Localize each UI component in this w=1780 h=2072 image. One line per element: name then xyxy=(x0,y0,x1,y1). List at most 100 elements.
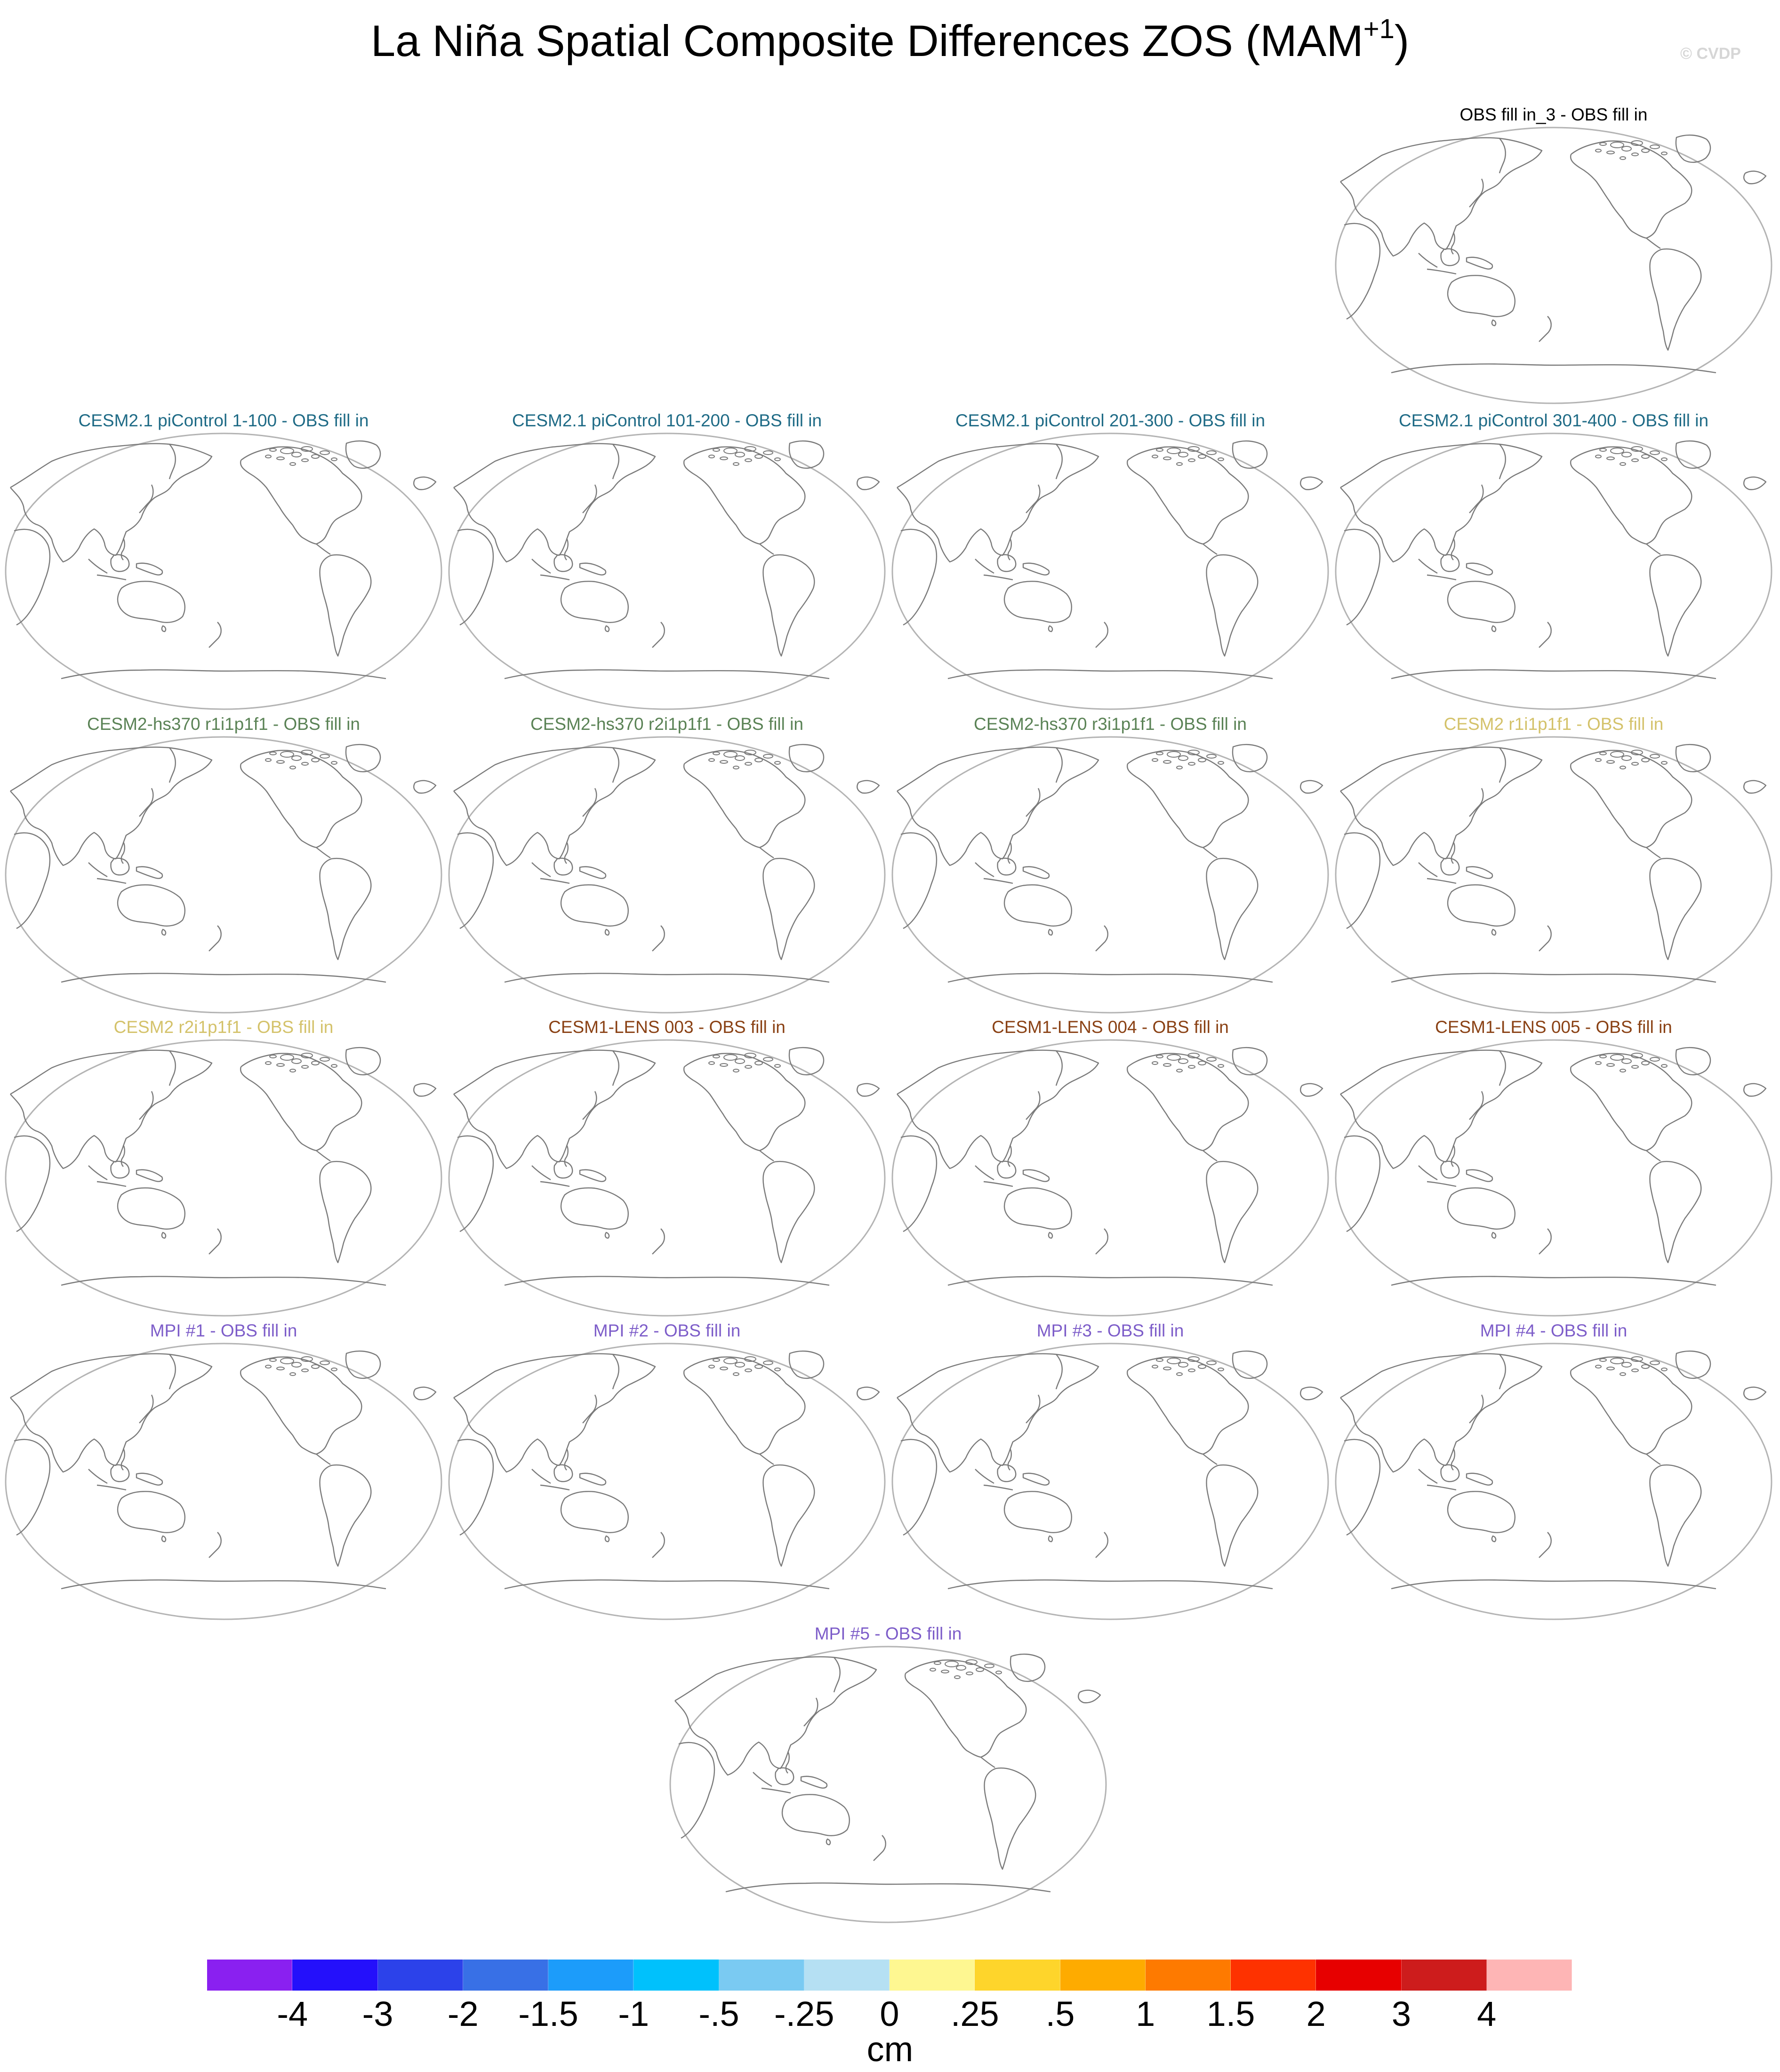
island xyxy=(1595,455,1602,458)
island xyxy=(291,1058,302,1064)
coastline xyxy=(117,581,185,623)
map-border xyxy=(1335,1039,1772,1317)
coastline xyxy=(345,440,381,469)
island xyxy=(745,1368,752,1372)
island xyxy=(280,751,294,758)
coastline xyxy=(1344,1135,1381,1232)
map-border xyxy=(891,432,1329,710)
coastline xyxy=(1675,744,1711,773)
coastline xyxy=(1300,1386,1323,1400)
island xyxy=(280,448,294,454)
island xyxy=(1187,750,1200,755)
coastline xyxy=(1126,1053,1249,1152)
island xyxy=(1650,450,1660,455)
coastline xyxy=(897,1049,1099,1169)
world-map xyxy=(448,1039,886,1317)
coastline xyxy=(88,1165,108,1181)
coastline xyxy=(120,1144,125,1167)
island xyxy=(1188,458,1195,462)
island xyxy=(774,1064,781,1068)
island xyxy=(763,754,773,759)
coastline xyxy=(531,1165,551,1181)
coastline xyxy=(759,1454,774,1465)
island xyxy=(735,1362,745,1368)
coastline xyxy=(857,476,880,490)
coastline xyxy=(1539,925,1552,952)
coastline xyxy=(453,1353,656,1473)
coastline xyxy=(759,847,774,859)
island xyxy=(1631,1065,1639,1069)
colorbar-swatch xyxy=(1486,1960,1572,1991)
colorbar-swatch xyxy=(548,1960,634,1991)
island xyxy=(1198,1364,1206,1369)
coastline xyxy=(540,574,570,581)
world-map xyxy=(1335,1343,1772,1620)
coastline xyxy=(1469,178,1484,208)
island xyxy=(1621,1058,1632,1064)
island xyxy=(289,1069,296,1072)
island xyxy=(301,1356,313,1362)
colorbar-unit: cm xyxy=(866,2030,914,2069)
coastline xyxy=(788,1047,825,1076)
island xyxy=(744,1356,756,1362)
island xyxy=(735,755,745,761)
coastline xyxy=(947,669,1273,680)
island xyxy=(1178,1058,1188,1064)
coastline xyxy=(96,878,127,884)
panel-title: MPI #4 - OBS fill in xyxy=(1480,1321,1628,1340)
credit-label: © CVDP xyxy=(1680,45,1741,63)
coastline xyxy=(1451,538,1455,560)
coastline xyxy=(88,1469,108,1484)
coastline xyxy=(788,1350,825,1379)
coastline xyxy=(1078,1689,1101,1704)
coastline xyxy=(683,446,806,545)
coastline xyxy=(1743,1386,1767,1400)
island xyxy=(733,462,739,466)
island xyxy=(1661,1368,1668,1371)
island xyxy=(1661,457,1668,461)
coastline xyxy=(1022,1472,1050,1486)
island xyxy=(708,1365,715,1368)
panel-title: CESM1-LENS 005 - OBS fill in xyxy=(1435,1017,1672,1037)
panel-title: CESM1-LENS 004 - OBS fill in xyxy=(992,1017,1229,1037)
island xyxy=(269,752,277,755)
coastline xyxy=(208,925,222,952)
coastline xyxy=(983,878,1013,884)
map-border xyxy=(448,736,886,1014)
island xyxy=(1152,1061,1158,1065)
colorbar-tick-label: 0 xyxy=(880,1994,899,2033)
island xyxy=(1163,456,1171,460)
coastline xyxy=(1095,1532,1108,1558)
island xyxy=(733,1372,739,1376)
coastlines xyxy=(10,744,437,983)
figure-title: La Niña Spatial Composite Differences ZO… xyxy=(0,13,1780,66)
island xyxy=(301,1065,309,1069)
coastline xyxy=(1570,446,1692,545)
island xyxy=(1156,448,1163,452)
coastline xyxy=(753,1772,772,1787)
coastline xyxy=(1451,1448,1455,1471)
island xyxy=(720,1367,728,1370)
coastline xyxy=(857,1083,880,1097)
island xyxy=(1198,454,1206,459)
island xyxy=(289,462,296,466)
coastline xyxy=(800,1776,828,1789)
map-panel: CESM1-LENS 004 - OBS fill in xyxy=(891,1017,1329,1318)
coastline xyxy=(136,866,163,879)
island xyxy=(1641,454,1650,459)
coastline xyxy=(1499,747,1506,783)
colorbar-swatch xyxy=(1231,1960,1316,1991)
coastline xyxy=(1743,170,1767,184)
island xyxy=(733,766,739,769)
coastline xyxy=(14,832,51,929)
island xyxy=(1620,1069,1626,1072)
island xyxy=(1610,1054,1624,1061)
coastline xyxy=(553,1160,573,1179)
colorbar-tick-label: -.25 xyxy=(774,1994,834,2033)
coastline xyxy=(316,544,331,555)
map-border xyxy=(448,1039,886,1317)
map-panel: CESM2 r2i1p1f1 - OBS fill in xyxy=(5,1017,442,1318)
coastline xyxy=(161,625,167,632)
coastline xyxy=(759,544,774,555)
island xyxy=(301,1053,313,1058)
